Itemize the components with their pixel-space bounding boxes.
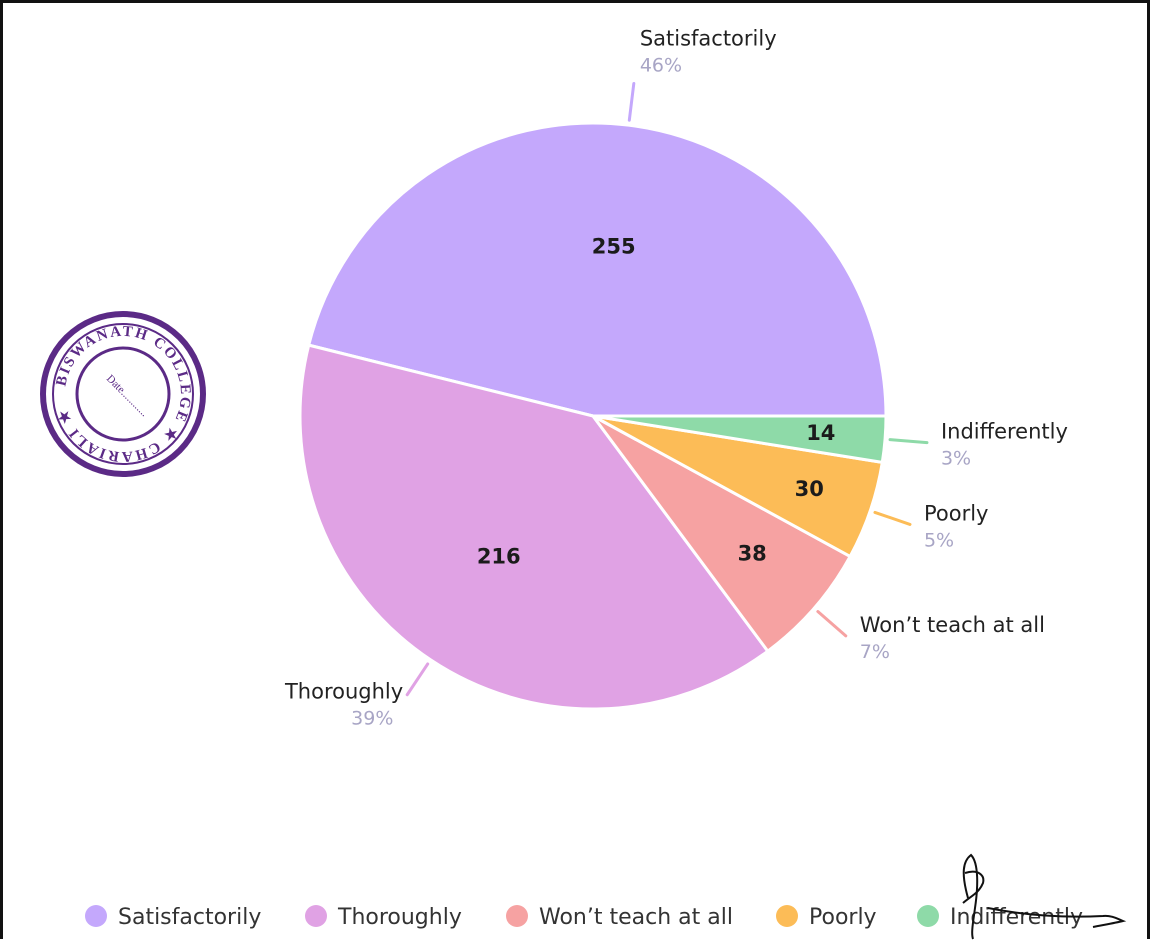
pie-slices (298, 121, 888, 711)
slice-values: 255 216 38 30 14 (477, 234, 836, 568)
legend-swatch-poorly (776, 905, 798, 927)
leader-line-thoroughly (405, 662, 430, 697)
slice-percent-indifferently: 3% (941, 448, 971, 470)
slice-value-satisfactorily: 255 (592, 234, 636, 258)
pie-slice-thoroughly[interactable] (298, 343, 770, 711)
slice-percent-won-t-teach-at-all: 7% (860, 641, 890, 663)
slice-percent-satisfactorily: 46% (640, 54, 682, 76)
college-stamp: BISWANATH COLLEGE ★ CHARIALI ★ Date.....… (40, 311, 206, 477)
slice-value-thoroughly: 216 (477, 544, 521, 568)
legend-label-poorly: Poorly (809, 905, 877, 930)
slice-label-thoroughly: Thoroughly (284, 680, 403, 704)
slice-percent-thoroughly: 39% (351, 708, 393, 730)
legend-item-satisfactorily[interactable]: Satisfactorily (85, 905, 261, 930)
leader-line-satisfactorily (627, 81, 636, 122)
legend-item-indifferently[interactable]: Indifferently (917, 905, 1083, 930)
legend-swatch-satisfactorily (85, 905, 107, 927)
chart-legend: Satisfactorily Thoroughly Won’t teach at a… (85, 905, 1083, 930)
leader-lines (405, 81, 929, 697)
leader-line-won-t-teach-at-all (816, 610, 848, 638)
slice-label-satisfactorily: Satisfactorily (640, 26, 777, 50)
legend-swatch-thoroughly (305, 905, 327, 927)
leader-line-poorly (873, 510, 912, 526)
slice-labels: Satisfactorily 46% Thoroughly 39% Won’t teac… (284, 26, 1068, 729)
pie-slice-indifferently[interactable] (591, 414, 888, 464)
pie-chart: Satisfactorily 46% Thoroughly 39% Won’t teac… (40, 26, 1127, 940)
legend-swatch-won-t-teach-at-all (506, 905, 528, 927)
slice-value-poorly: 30 (795, 477, 824, 501)
slice-label-won-t-teach-at-all: Won’t teach at all (860, 613, 1045, 637)
legend-label-won-t-teach-at-all: Won’t teach at all (539, 905, 733, 930)
legend-label-indifferently: Indifferently (950, 905, 1083, 930)
signature (962, 853, 1127, 940)
slice-label-indifferently: Indifferently (941, 420, 1068, 444)
pie-slice-satisfactorily[interactable] (307, 121, 888, 418)
legend-label-thoroughly: Thoroughly (337, 905, 462, 930)
slice-value-won-t-teach-at-all: 38 (738, 541, 767, 565)
slice-value-indifferently: 14 (806, 421, 835, 445)
stamp-date-label: Date............ (104, 373, 151, 420)
leader-line-indifferently (888, 438, 929, 445)
pie-slice-won-t-teach-at-all[interactable] (591, 414, 852, 653)
legend-item-thoroughly[interactable]: Thoroughly (305, 905, 462, 930)
slice-percent-poorly: 5% (924, 529, 954, 551)
legend-label-satisfactorily: Satisfactorily (118, 905, 261, 930)
legend-swatch-indifferently (917, 905, 939, 927)
legend-item-won-t-teach-at-all[interactable]: Won’t teach at all (506, 905, 733, 930)
legend-item-poorly[interactable]: Poorly (776, 905, 877, 930)
slice-label-poorly: Poorly (924, 501, 989, 525)
